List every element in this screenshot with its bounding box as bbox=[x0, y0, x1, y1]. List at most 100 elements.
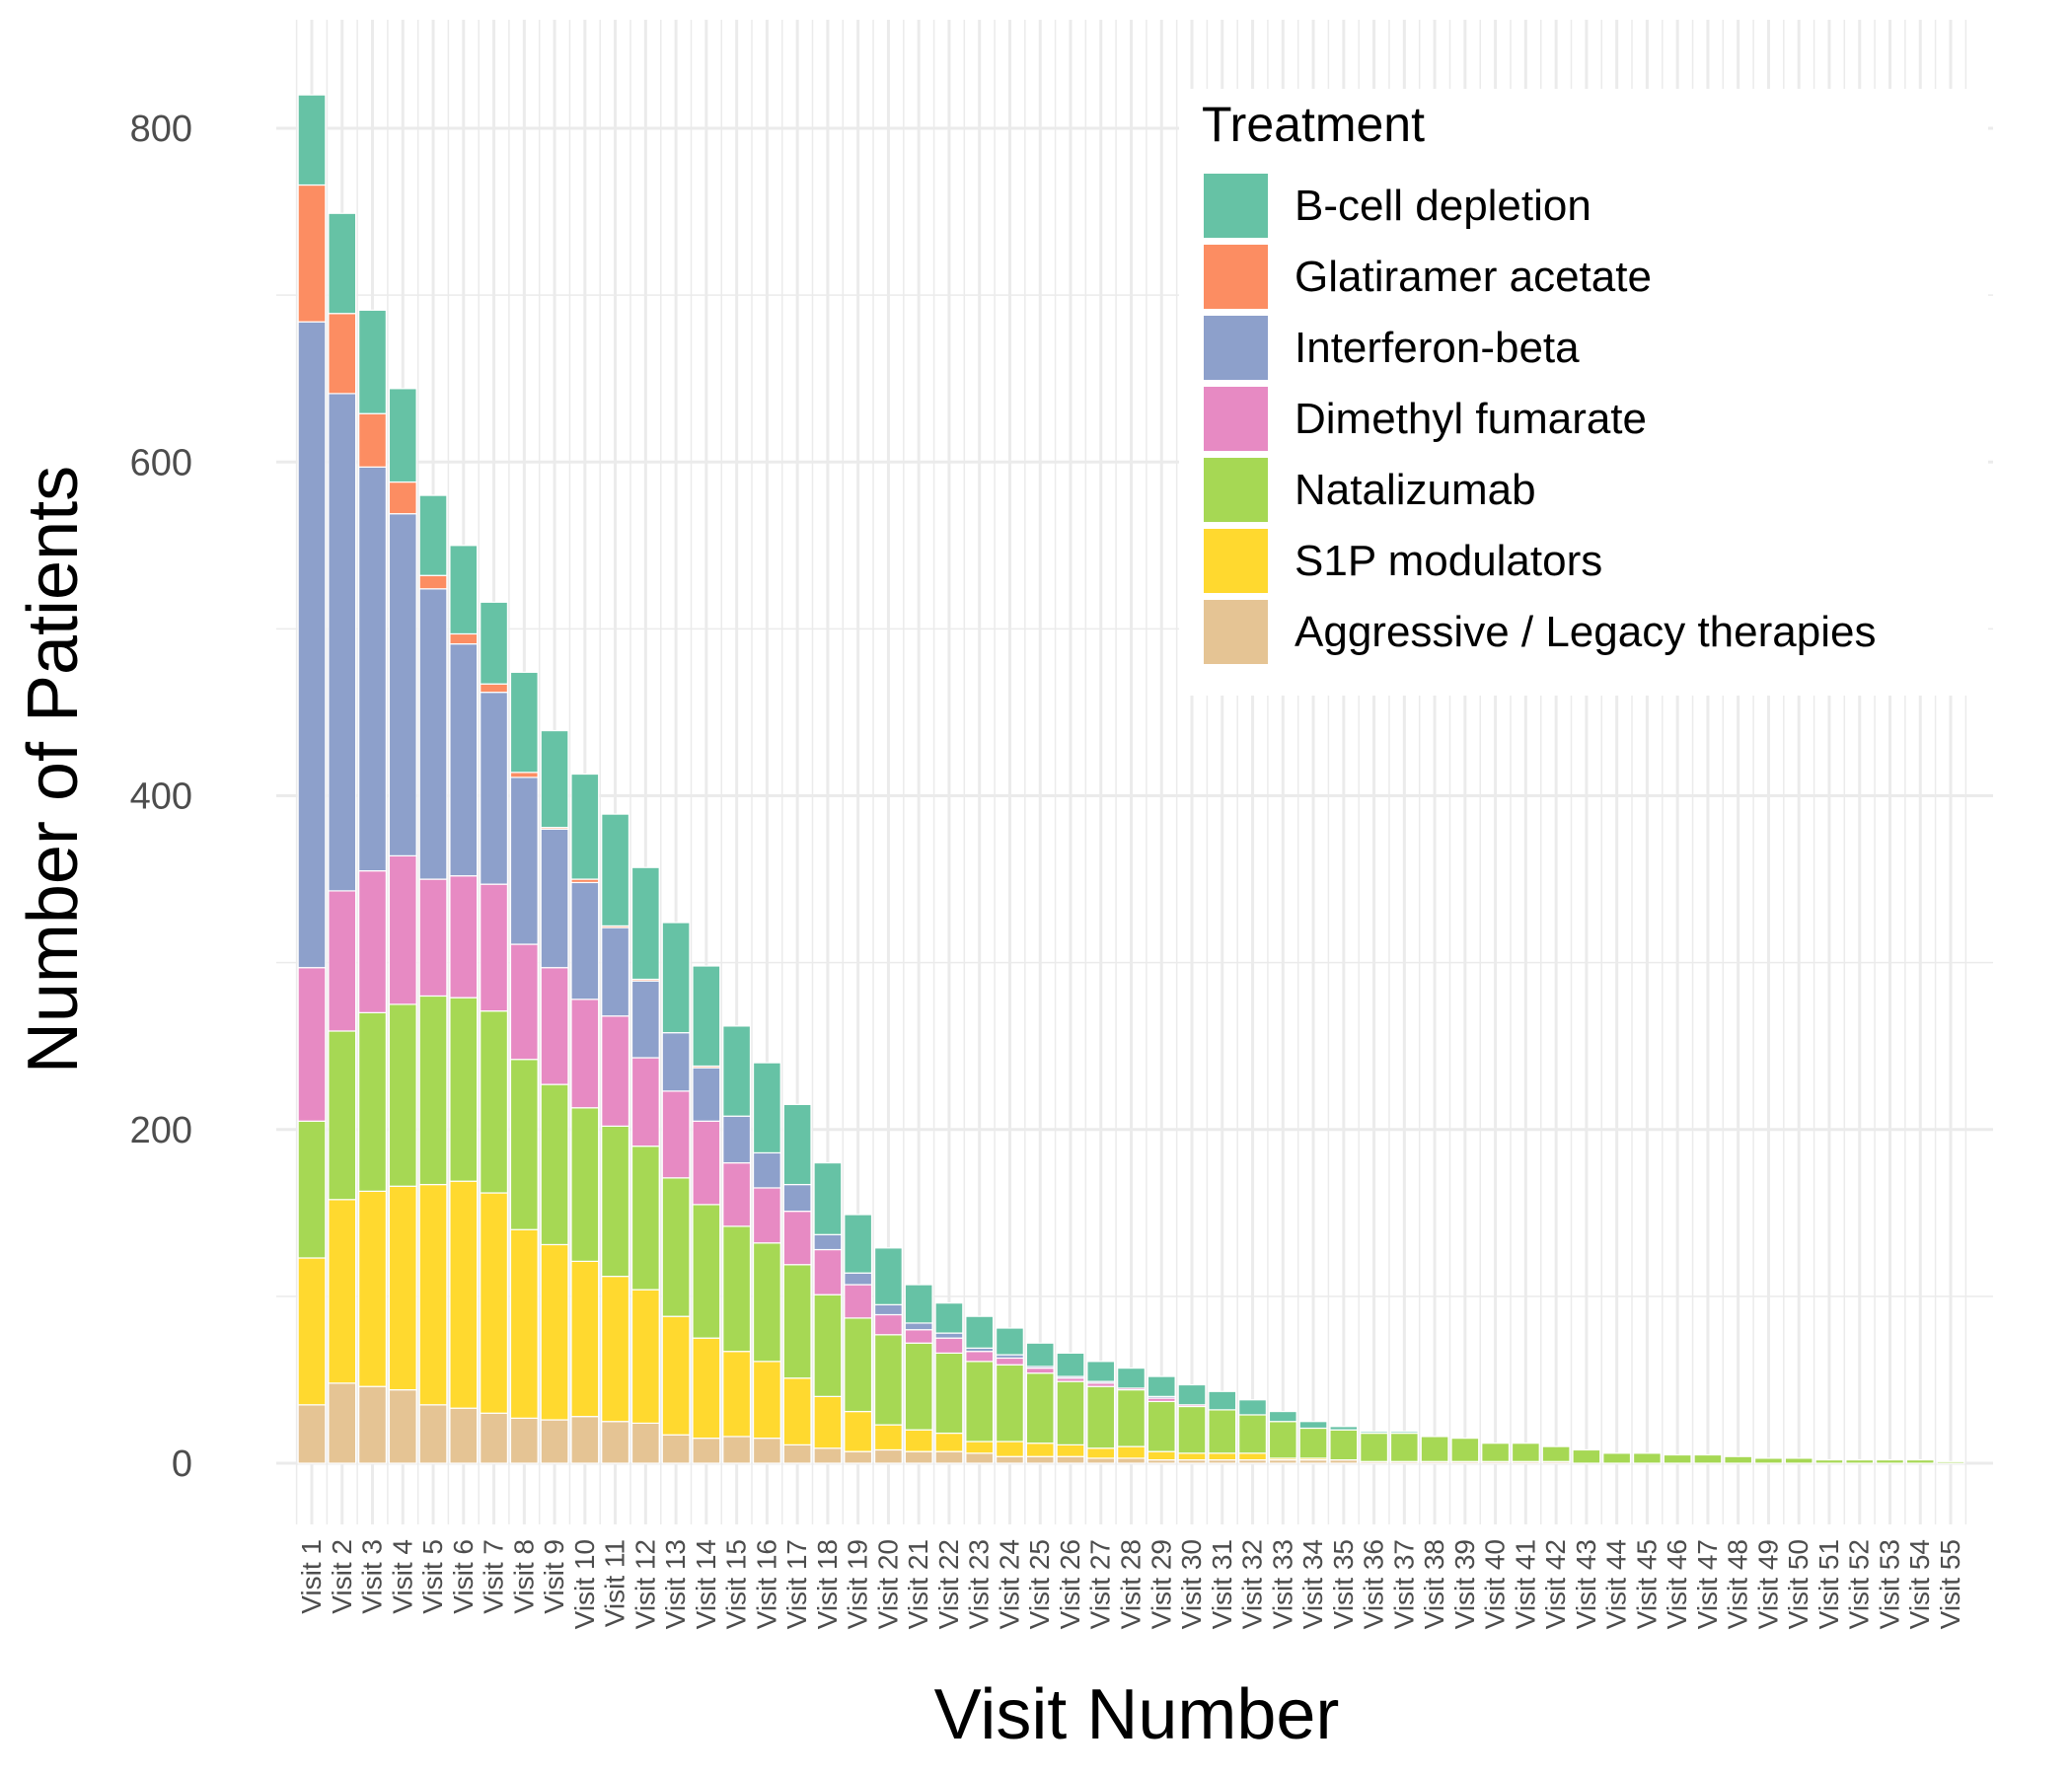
bar-segment-interferon-beta-visit-13 bbox=[661, 1032, 691, 1092]
bar-segment-s1p-modulators-visit-13 bbox=[661, 1315, 691, 1436]
bar-segment-b-cell-depletion-visit-17 bbox=[782, 1103, 812, 1186]
bar-segment-b-cell-depletion-visit-16 bbox=[752, 1062, 781, 1154]
x-tick-label: Visit 2 bbox=[327, 1539, 357, 1614]
bar-segment-aggressive-legacy-therapies-visit-10 bbox=[570, 1416, 600, 1464]
bar-segment-b-cell-depletion-visit-15 bbox=[722, 1025, 752, 1117]
bar-segment-natalizumab-visit-3 bbox=[358, 1011, 387, 1192]
x-tick-label: Visit 52 bbox=[1844, 1539, 1875, 1629]
bar-segment-natalizumab-visit-34 bbox=[1298, 1427, 1328, 1459]
bar-segment-s1p-modulators-visit-16 bbox=[752, 1361, 781, 1440]
bar-segment-natalizumab-visit-11 bbox=[601, 1125, 630, 1278]
x-tick-label: Visit 42 bbox=[1540, 1539, 1571, 1629]
bar-segment-b-cell-depletion-visit-19 bbox=[844, 1214, 873, 1274]
x-tick-label: Visit 8 bbox=[508, 1539, 539, 1614]
x-axis-ticks: Visit 1 Visit 2 Visit 3 Visit 4 Visit 5 Visit… bbox=[296, 1539, 1965, 1629]
x-tick-label: Visit 14 bbox=[691, 1539, 721, 1629]
bar-segment-aggressive-legacy-therapies-visit-20 bbox=[873, 1448, 903, 1464]
bar-segment-interferon-beta-visit-16 bbox=[752, 1151, 781, 1189]
x-tick-label: Visit 20 bbox=[872, 1539, 903, 1629]
bar-segment-s1p-modulators-visit-24 bbox=[996, 1441, 1024, 1457]
x-tick-label: Visit 54 bbox=[1904, 1539, 1935, 1629]
bar-segment-s1p-modulators-visit-23 bbox=[965, 1441, 995, 1454]
bar-segment-aggressive-legacy-therapies-visit-7 bbox=[480, 1412, 508, 1464]
bar-segment-natalizumab-visit-14 bbox=[692, 1204, 721, 1339]
bar-segment-glatiramer-acetate-visit-3 bbox=[358, 412, 387, 468]
x-tick-label: Visit 12 bbox=[629, 1539, 660, 1629]
bar-segment-natalizumab-visit-13 bbox=[661, 1177, 691, 1317]
legend-key bbox=[1204, 458, 1268, 522]
bar-segment-natalizumab-visit-55 bbox=[1936, 1460, 1965, 1464]
x-tick-label: Visit 37 bbox=[1388, 1539, 1419, 1629]
bar-segment-b-cell-depletion-visit-10 bbox=[570, 773, 600, 880]
bar-segment-s1p-modulators-visit-6 bbox=[449, 1180, 479, 1409]
bar-segment-natalizumab-visit-50 bbox=[1784, 1457, 1813, 1464]
bar-segment-natalizumab-visit-19 bbox=[844, 1317, 873, 1413]
x-tick-label: Visit 23 bbox=[964, 1539, 995, 1629]
x-tick-label: Visit 51 bbox=[1813, 1539, 1844, 1629]
bar-segment-s1p-modulators-visit-3 bbox=[358, 1190, 387, 1387]
x-tick-label: Visit 25 bbox=[1024, 1539, 1055, 1629]
x-tick-label: Visit 31 bbox=[1207, 1539, 1237, 1629]
bar-segment-interferon-beta-visit-18 bbox=[813, 1233, 843, 1251]
bar-segment-s1p-modulators-visit-8 bbox=[509, 1228, 539, 1419]
bar-segment-natalizumab-visit-53 bbox=[1876, 1459, 1904, 1464]
bar-segment-aggressive-legacy-therapies-visit-12 bbox=[630, 1422, 660, 1464]
bar-segment-s1p-modulators-visit-29 bbox=[1147, 1450, 1176, 1461]
legend-label: Aggressive / Legacy therapies bbox=[1295, 608, 1876, 656]
x-tick-label: Visit 15 bbox=[721, 1539, 752, 1629]
bar-segment-b-cell-depletion-visit-36 bbox=[1360, 1431, 1389, 1435]
x-tick-label: Visit 34 bbox=[1297, 1539, 1328, 1629]
bar-segment-s1p-modulators-visit-11 bbox=[601, 1275, 630, 1423]
legend-label: Natalizumab bbox=[1295, 466, 1536, 514]
bar-segment-glatiramer-acetate-visit-7 bbox=[480, 683, 508, 694]
bar-segment-natalizumab-visit-39 bbox=[1450, 1438, 1480, 1462]
x-tick-label: Visit 46 bbox=[1662, 1539, 1692, 1629]
bar-segment-s1p-modulators-visit-14 bbox=[692, 1337, 721, 1440]
bar-segment-b-cell-depletion-visit-6 bbox=[449, 545, 479, 635]
bar-segment-s1p-modulators-visit-27 bbox=[1086, 1447, 1116, 1459]
bar-segment-natalizumab-visit-48 bbox=[1724, 1455, 1753, 1464]
bar-segment-s1p-modulators-visit-31 bbox=[1208, 1452, 1237, 1461]
bar-segment-dimethyl-fumarate-visit-10 bbox=[570, 999, 600, 1109]
bar-segment-aggressive-legacy-therapies-visit-25 bbox=[1025, 1455, 1055, 1464]
bar-segment-natalizumab-visit-32 bbox=[1238, 1414, 1267, 1454]
bar-segment-natalizumab-visit-7 bbox=[480, 1010, 508, 1194]
bar-segment-natalizumab-visit-23 bbox=[965, 1361, 995, 1443]
x-axis-title: Visit Number bbox=[934, 1675, 1340, 1754]
bar-segment-dimethyl-fumarate-visit-9 bbox=[540, 967, 569, 1085]
bar-segment-natalizumab-visit-35 bbox=[1329, 1429, 1359, 1461]
bar-segment-interferon-beta-visit-10 bbox=[570, 881, 600, 1000]
bar-segment-aggressive-legacy-therapies-visit-23 bbox=[965, 1452, 995, 1464]
x-tick-label: Visit 11 bbox=[600, 1539, 630, 1627]
bar-segment-natalizumab-visit-37 bbox=[1389, 1432, 1419, 1462]
bar-segment-s1p-modulators-visit-7 bbox=[480, 1192, 508, 1414]
x-tick-label: Visit 4 bbox=[387, 1539, 417, 1614]
bar-segment-s1p-modulators-visit-15 bbox=[722, 1351, 752, 1438]
bar-segment-interferon-beta-visit-2 bbox=[328, 393, 357, 892]
bar-segment-b-cell-depletion-visit-4 bbox=[388, 388, 417, 483]
bar-segment-dimethyl-fumarate-visit-24 bbox=[996, 1357, 1024, 1366]
bar-segment-natalizumab-visit-46 bbox=[1663, 1453, 1692, 1464]
bar-segment-interferon-beta-visit-6 bbox=[449, 642, 479, 877]
bar-segment-b-cell-depletion-visit-11 bbox=[601, 813, 630, 927]
bar-segment-s1p-modulators-visit-22 bbox=[934, 1432, 964, 1452]
bar-segment-natalizumab-visit-25 bbox=[1025, 1372, 1055, 1444]
bar-segment-aggressive-legacy-therapies-visit-5 bbox=[418, 1404, 448, 1464]
bar-segment-natalizumab-visit-21 bbox=[904, 1342, 933, 1431]
bar-segment-natalizumab-visit-28 bbox=[1117, 1388, 1146, 1447]
bar-segment-aggressive-legacy-therapies-visit-14 bbox=[692, 1438, 721, 1464]
bar-segment-glatiramer-acetate-visit-1 bbox=[297, 184, 327, 323]
bar-segment-natalizumab-visit-17 bbox=[782, 1264, 812, 1379]
bar-segment-natalizumab-visit-12 bbox=[630, 1146, 660, 1291]
bar-segment-aggressive-legacy-therapies-visit-27 bbox=[1086, 1457, 1116, 1464]
bar-segment-interferon-beta-visit-9 bbox=[540, 828, 569, 969]
x-tick-label: Visit 53 bbox=[1874, 1539, 1904, 1629]
bar-segment-b-cell-depletion-visit-20 bbox=[873, 1247, 903, 1305]
bar-segment-natalizumab-visit-41 bbox=[1511, 1443, 1540, 1462]
bar-segment-natalizumab-visit-49 bbox=[1754, 1457, 1783, 1464]
legend-label: Dimethyl fumarate bbox=[1295, 395, 1647, 443]
bar-segment-b-cell-depletion-visit-33 bbox=[1268, 1410, 1297, 1423]
bar-segment-b-cell-depletion-visit-31 bbox=[1208, 1390, 1237, 1411]
bar-segment-glatiramer-acetate-visit-2 bbox=[328, 313, 357, 395]
bar-segment-b-cell-depletion-visit-12 bbox=[630, 866, 660, 981]
